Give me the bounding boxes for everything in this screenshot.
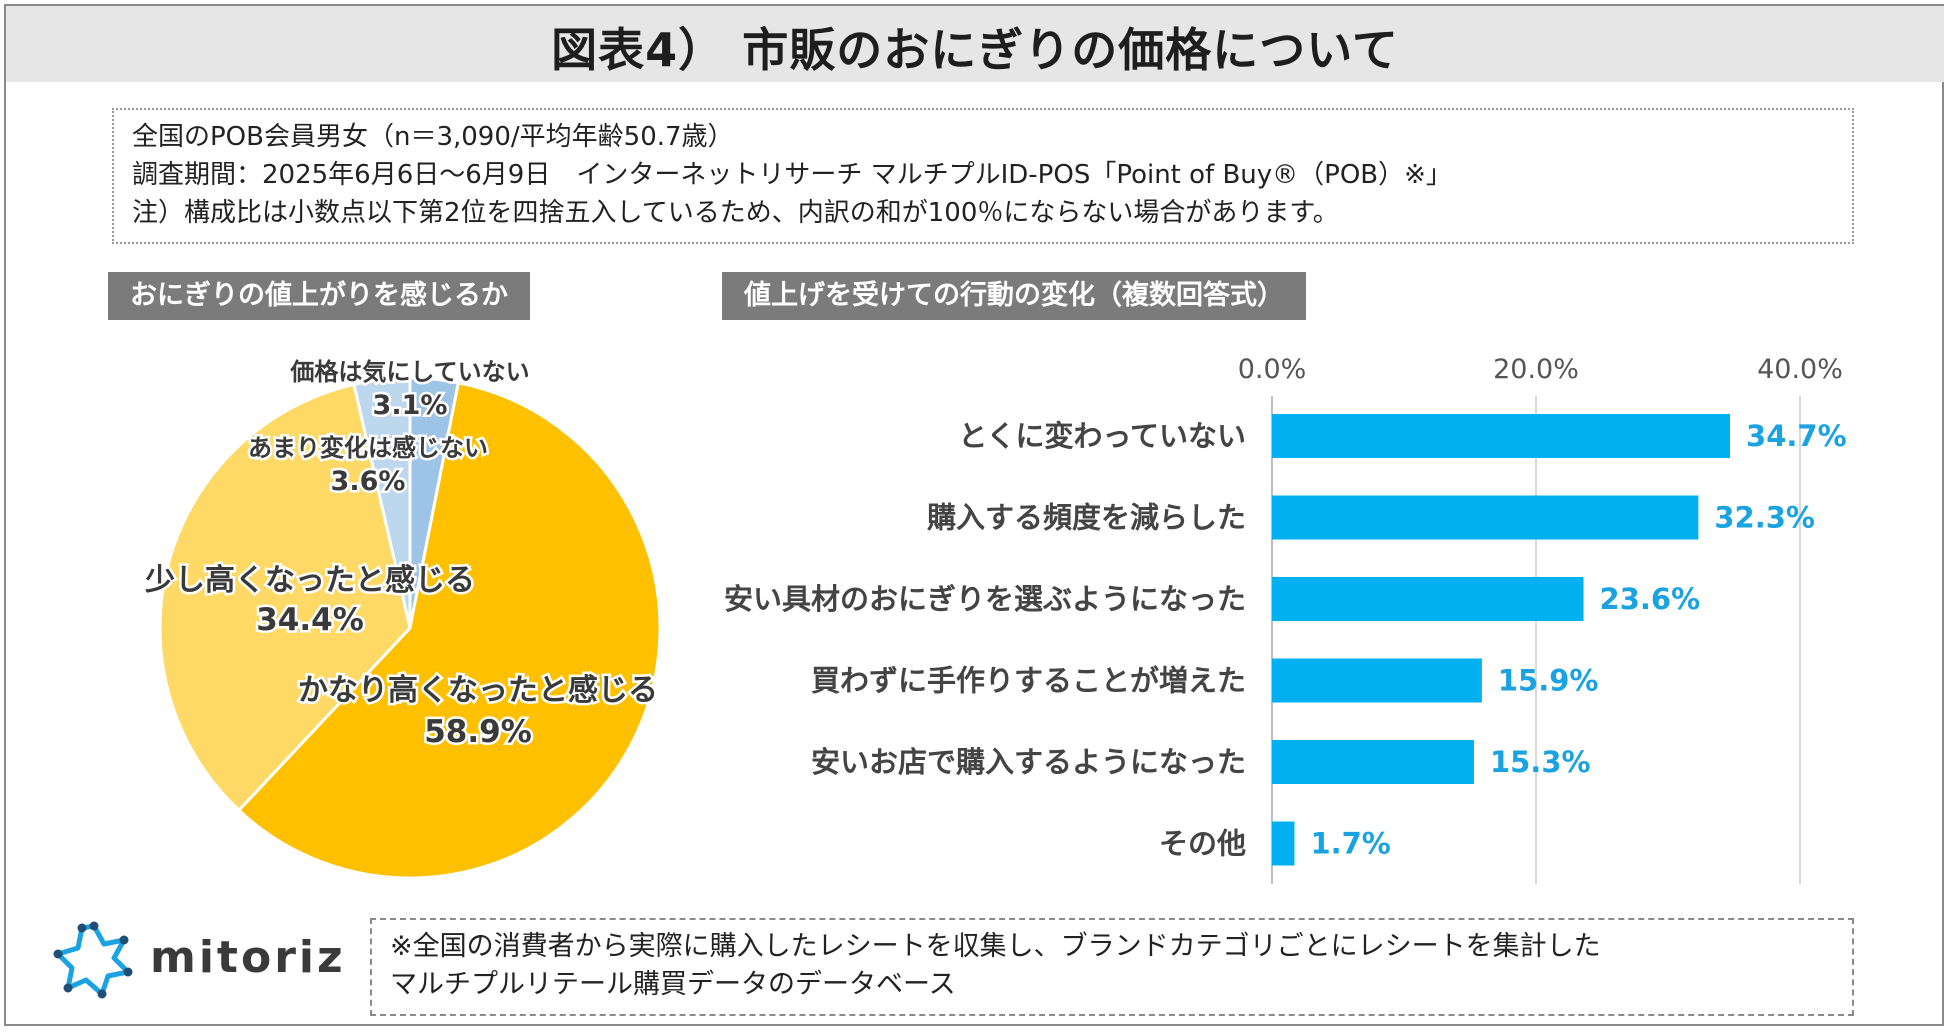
bar-value-label: 23.6% [1600,582,1701,616]
bar [1272,414,1731,458]
bar-category-label: 安いお店で購入するようになった [811,745,1246,779]
footnote-line: ※全国の消費者から実際に購入したレシートを収集し、ブランドカテゴリごとにレシート… [390,931,1601,962]
pie-slice-label: かなり高くなったと感じる [298,673,658,708]
pie-chart-title: おにぎりの値上がりを感じるか [108,272,530,320]
bar [1272,821,1295,866]
bar-category-label: 買わずに手作りすることが増えた [811,664,1246,698]
bar [1272,495,1699,540]
pie-slice-label: 少し高くなったと感じる [145,563,475,598]
note-line: 注）構成比は小数点以下第2位を四捨五入しているため、内訳の和が100％にならない… [132,198,1339,228]
page-title: 図表4） 市販のおにぎりの価格について [551,23,1399,77]
note-line: 調査期間：2025年6月6日～6月9日 インターネットリサーチ マルチプルID-… [132,160,1452,190]
bar-category-label: その他 [1159,827,1246,861]
pie-slice-value: 3.6% [331,466,406,497]
pie-slice-value: 3.1% [373,390,448,421]
bar-category-label: 購入する頻度を減らした [927,501,1246,535]
x-tick-label: 20.0% [1493,354,1579,385]
pie-slice-label: 価格は気にしていない [289,358,529,386]
pie-slice-value: 58.9% [424,714,532,750]
pie-slice [236,380,662,880]
survey-notes: 全国のPOB会員男女（n＝3,090/平均年齢50.7歳） 調査期間：2025年… [112,108,1854,244]
bar-value-label: 32.3% [1714,501,1815,535]
bar [1272,577,1584,621]
bar [1272,740,1474,784]
bar-category-label: 安い具材のおにぎりを選ぶようになった [724,582,1246,616]
x-tick-label: 0.0% [1238,354,1307,385]
bar-value-label: 15.9% [1498,664,1599,698]
pie-slice-value: 34.4% [256,602,364,638]
footnote-line: マルチプルリテール購買データのデータベース [390,969,956,1000]
bar-value-label: 15.3% [1490,745,1591,779]
bar-value-label: 1.7% [1310,827,1390,861]
bar [1272,658,1482,703]
logo-text: mitoriz [150,932,346,983]
title-bar [6,6,1944,82]
note-line: 全国のPOB会員男女（n＝3,090/平均年齢50.7歳） [132,122,734,152]
pie-slice-label: あまり変化は感じない [248,434,488,462]
mitoriz-logo-icon [53,921,133,999]
pie-slice [352,376,412,629]
footnote: ※全国の消費者から実際に購入したレシートを収集し、ブランドカテゴリごとにレシート… [370,918,1854,1016]
bar-category-label: とくに変わっていない [958,419,1246,453]
bar-value-label: 34.7% [1746,419,1847,453]
bar-chart-title: 値上げを受けての行動の変化（複数回答式） [722,272,1306,320]
x-tick-label: 40.0% [1757,354,1843,385]
pie-slice [158,382,412,813]
